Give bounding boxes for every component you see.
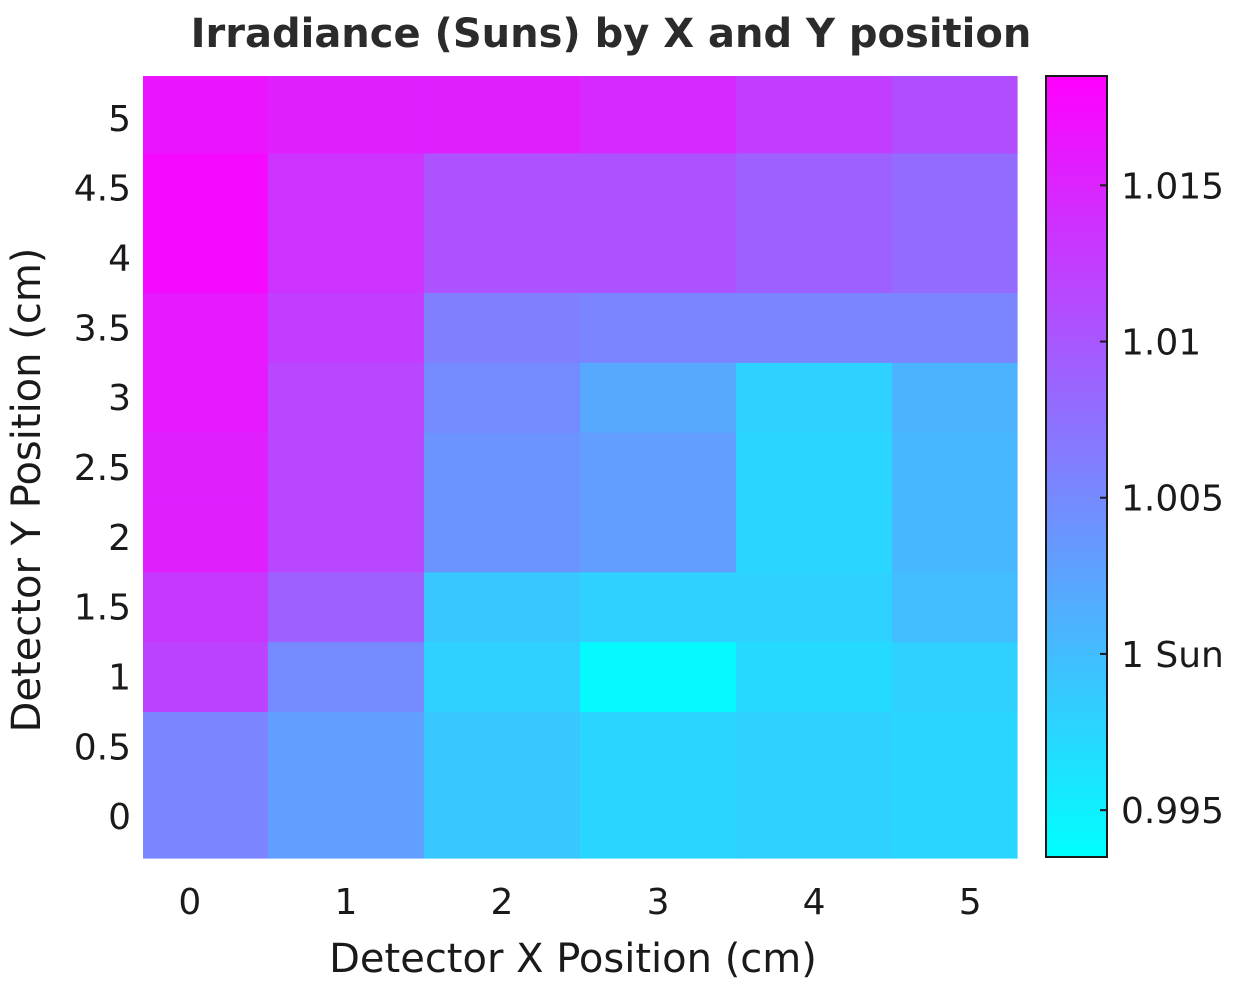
- heatmap-cell: [143, 641, 269, 712]
- heatmap-cell: [423, 292, 581, 363]
- colorbar-tick-label: 1.01: [1121, 323, 1201, 364]
- heatmap-cell: [267, 501, 425, 573]
- heatmap-cell: [267, 781, 425, 859]
- heatmap-cell: [423, 571, 581, 643]
- heatmap-cell: [267, 362, 425, 433]
- x-axis-label: Detector X Position (cm): [329, 936, 817, 982]
- colorbar-tick-label: 0.995: [1121, 791, 1224, 832]
- y-tick-label: 0.5: [74, 727, 131, 768]
- heatmap-cell: [736, 711, 893, 782]
- heatmap-cell: [423, 152, 581, 224]
- heatmap-cell: [267, 711, 425, 782]
- heatmap-cell: [892, 76, 1018, 154]
- heatmap-cell: [892, 711, 1018, 782]
- heatmap-cell: [423, 432, 581, 503]
- heatmap-cell: [267, 571, 425, 643]
- y-tick-label: 4: [108, 239, 131, 280]
- heatmap-cell: [423, 781, 581, 859]
- colorbar-ticks: 0.995 1 Sun 1.005 1.01 1.015: [1100, 166, 1224, 832]
- colorbar: [1045, 75, 1108, 858]
- y-tick-label: 2.5: [74, 448, 131, 489]
- heatmap-cell: [580, 362, 737, 433]
- heatmap-cell: [892, 432, 1018, 503]
- y-tick-label: 1.5: [74, 588, 131, 629]
- colorbar-tick-label: 1.005: [1121, 479, 1224, 520]
- heatmap-cell: [143, 152, 269, 224]
- heatmap-cell: [143, 222, 269, 294]
- heatmap-cell: [580, 781, 737, 859]
- heatmap-cell: [423, 501, 581, 573]
- heatmap-cell: [580, 641, 737, 712]
- x-axis-ticks: 0 1 2 3 4 5: [178, 882, 981, 923]
- heatmap-cell: [267, 76, 425, 154]
- heatmap-cell: [143, 501, 269, 573]
- x-tick-label: 5: [959, 882, 982, 923]
- heatmap-cell: [143, 432, 269, 503]
- heatmap-cell: [143, 571, 269, 643]
- heatmap-cell: [736, 292, 893, 363]
- colorbar-tick-label: 1.015: [1121, 166, 1224, 207]
- heatmap-cell: [580, 711, 737, 782]
- y-tick-label: 3.5: [74, 308, 131, 349]
- heatmap-cell: [580, 152, 737, 224]
- heatmap-cell: [580, 571, 737, 643]
- y-tick-label: 2: [108, 518, 131, 559]
- heatmap-cell: [580, 76, 737, 154]
- y-tick-label: 4.5: [74, 169, 131, 210]
- heatmap-cell: [423, 641, 581, 712]
- heatmap-cell: [580, 292, 737, 363]
- heatmap-cell: [736, 571, 893, 643]
- heatmap-cell: [736, 362, 893, 433]
- heatmap-cell: [892, 571, 1018, 643]
- x-tick-label: 2: [491, 882, 514, 923]
- heatmap-cell: [892, 222, 1018, 294]
- heatmap-cell: [736, 501, 893, 573]
- y-tick-label: 5: [108, 99, 131, 140]
- heatmap-cell: [736, 781, 893, 859]
- heatmap-cell: [423, 76, 581, 154]
- heatmap-cell: [580, 432, 737, 503]
- heatmap-cell: [143, 711, 269, 782]
- y-tick-label: 0: [108, 797, 131, 838]
- heatmap-cell: [267, 432, 425, 503]
- colorbar-tick-label: 1 Sun: [1121, 635, 1224, 676]
- heatmap-cell: [892, 641, 1018, 712]
- heatmap-cell: [267, 152, 425, 224]
- y-tick-label: 1: [108, 657, 131, 698]
- heatmap-cell: [580, 501, 737, 573]
- heatmap-cell: [892, 362, 1018, 433]
- x-tick-label: 3: [647, 882, 670, 923]
- heatmap-cell: [736, 76, 893, 154]
- chart-title: Irradiance (Suns) by X and Y position: [191, 11, 1032, 57]
- heatmap-cell: [580, 222, 737, 294]
- y-tick-label: 3: [108, 378, 131, 419]
- heatmap-cell: [423, 222, 581, 294]
- heatmap-cell: [892, 152, 1018, 224]
- heatmap-cell: [267, 292, 425, 363]
- heatmap-cell: [143, 292, 269, 363]
- heatmap-cell: [892, 292, 1018, 363]
- heatmap-cell: [423, 362, 581, 433]
- heatmap-cell: [143, 362, 269, 433]
- heatmap-cell: [736, 432, 893, 503]
- heatmap-cell: [736, 222, 893, 294]
- x-tick-label: 4: [803, 882, 826, 923]
- x-tick-label: 0: [178, 882, 201, 923]
- heatmap-cell: [736, 641, 893, 712]
- heatmap-cell: [143, 781, 269, 859]
- heatmap-cell: [143, 76, 269, 154]
- heatmap-cell: [267, 222, 425, 294]
- heatmap-cell: [892, 781, 1018, 859]
- heatmap-cell: [423, 711, 581, 782]
- y-axis-label: Detector Y Position (cm): [4, 248, 50, 733]
- y-axis-ticks: 0 0.5 1 1.5 2 2.5 3 3.5 4 4.5 5: [74, 99, 131, 838]
- heatmap-cells: [143, 76, 1018, 859]
- heatmap-cell: [267, 641, 425, 712]
- x-tick-label: 1: [334, 882, 357, 923]
- heatmap-cell: [892, 501, 1018, 573]
- heatmap-cell: [736, 152, 893, 224]
